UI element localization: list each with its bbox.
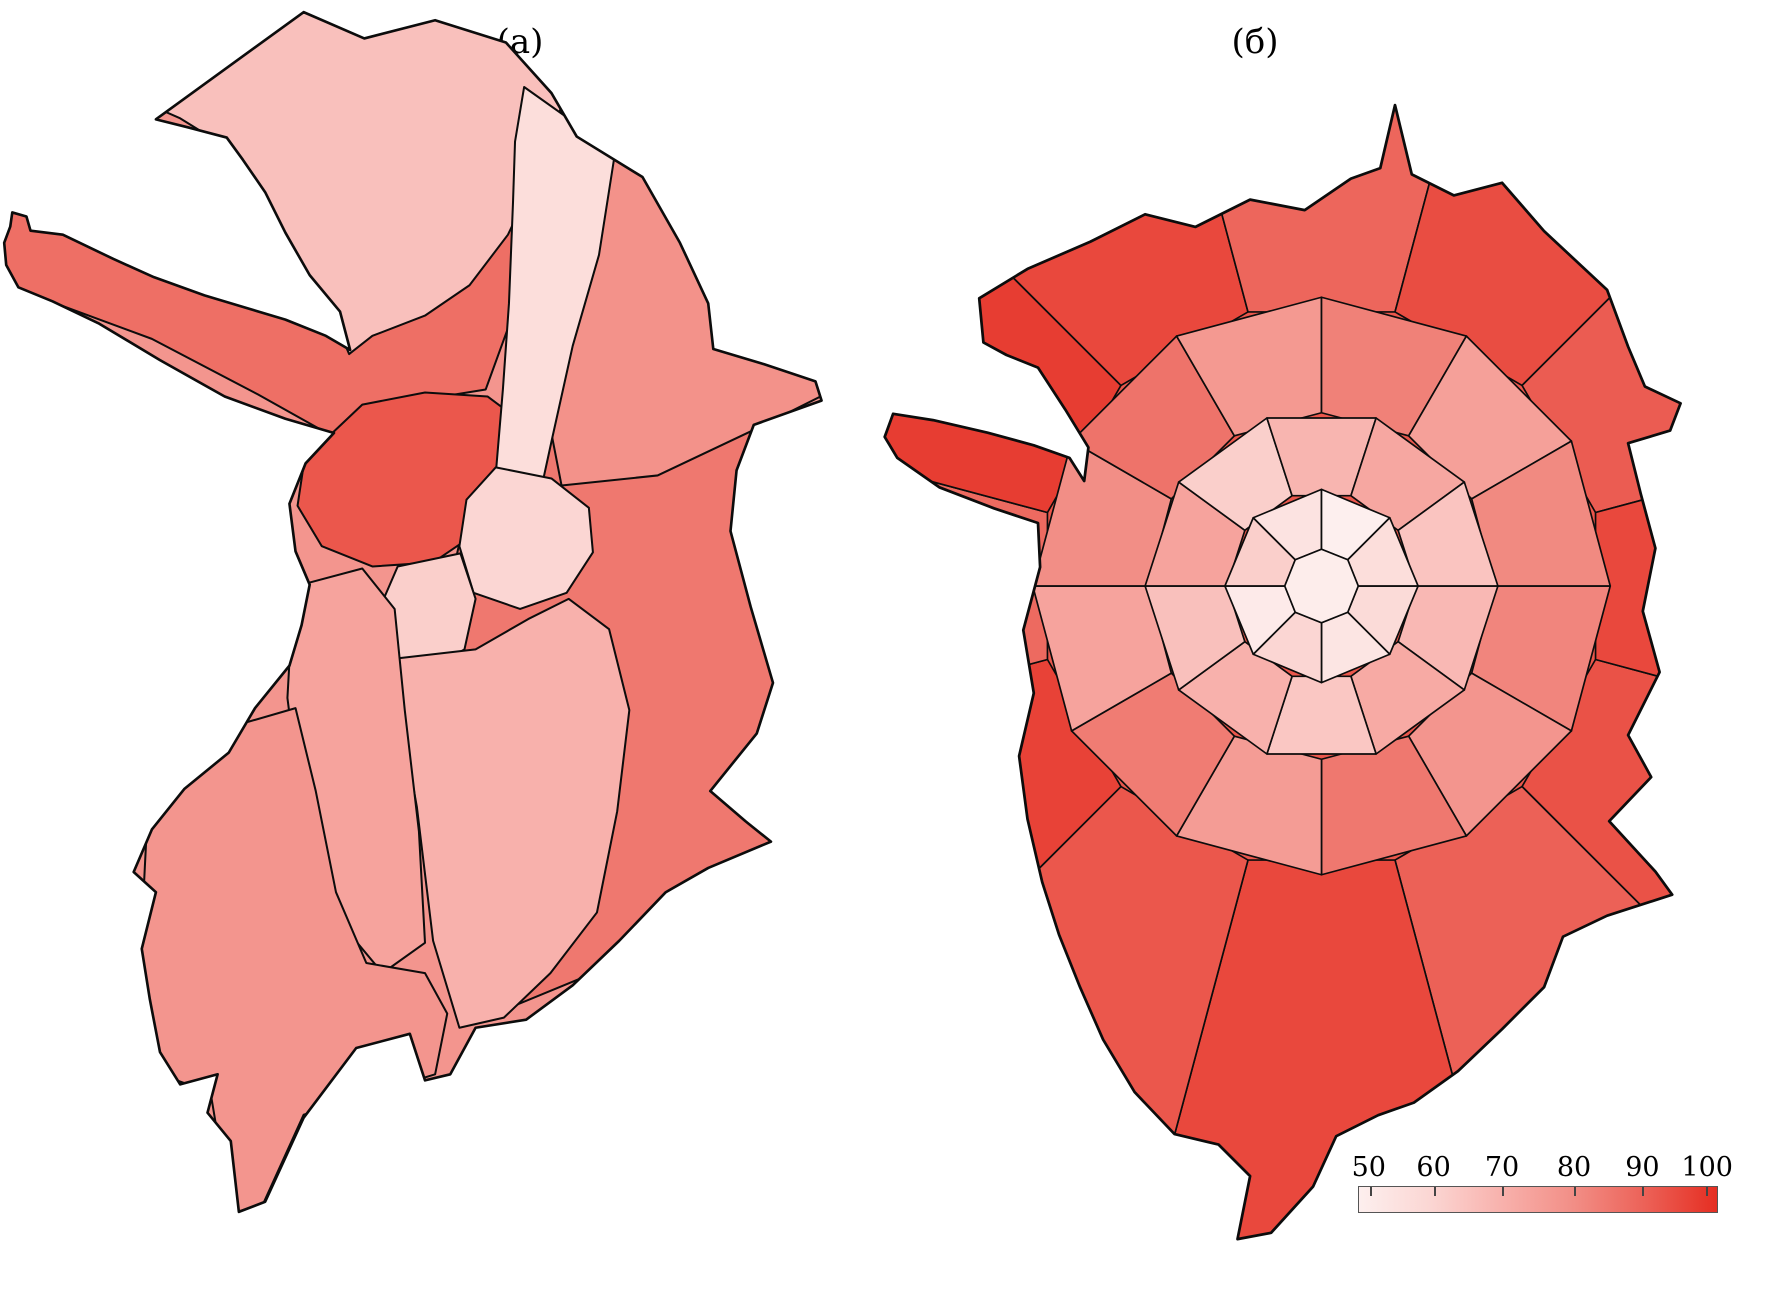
panel-b-label: (б) [1231, 22, 1279, 62]
map-region-south-central-district [386, 597, 631, 1029]
legend-tick-label: 60 [1416, 1152, 1451, 1183]
city-outline [883, 103, 1682, 1241]
legend-tick-mark [1369, 1187, 1372, 1196]
legend-tick-label: 90 [1625, 1152, 1660, 1183]
legend-tick-label: 100 [1681, 1152, 1733, 1183]
choropleth-map-a [2, 10, 823, 1214]
legend-tick-labels: 50 60 70 80 90 100 [1352, 1152, 1733, 1186]
legend-tick-mark [1434, 1187, 1437, 1196]
map-region-okrug-core [1283, 548, 1360, 624]
legend-tick-mark [1502, 1187, 1505, 1196]
color-scale-legend: 50 60 70 80 90 100 [1352, 1152, 1733, 1224]
legend-tick-label: 70 [1484, 1152, 1520, 1183]
legend-tick-label: 50 [1351, 1152, 1386, 1183]
map-region-central-district [458, 466, 594, 610]
legend-tick-mark [1706, 1187, 1709, 1196]
legend-tick-mark [1641, 1187, 1644, 1196]
legend-tick-mark [1573, 1187, 1576, 1196]
city-outline [2, 10, 823, 1214]
choropleth-map-b [883, 103, 1682, 1241]
legend-gradient-bar [1358, 1186, 1718, 1213]
map-region-okrug-outer-ssw [884, 785, 1249, 1240]
legend-tick-label: 80 [1556, 1152, 1592, 1183]
